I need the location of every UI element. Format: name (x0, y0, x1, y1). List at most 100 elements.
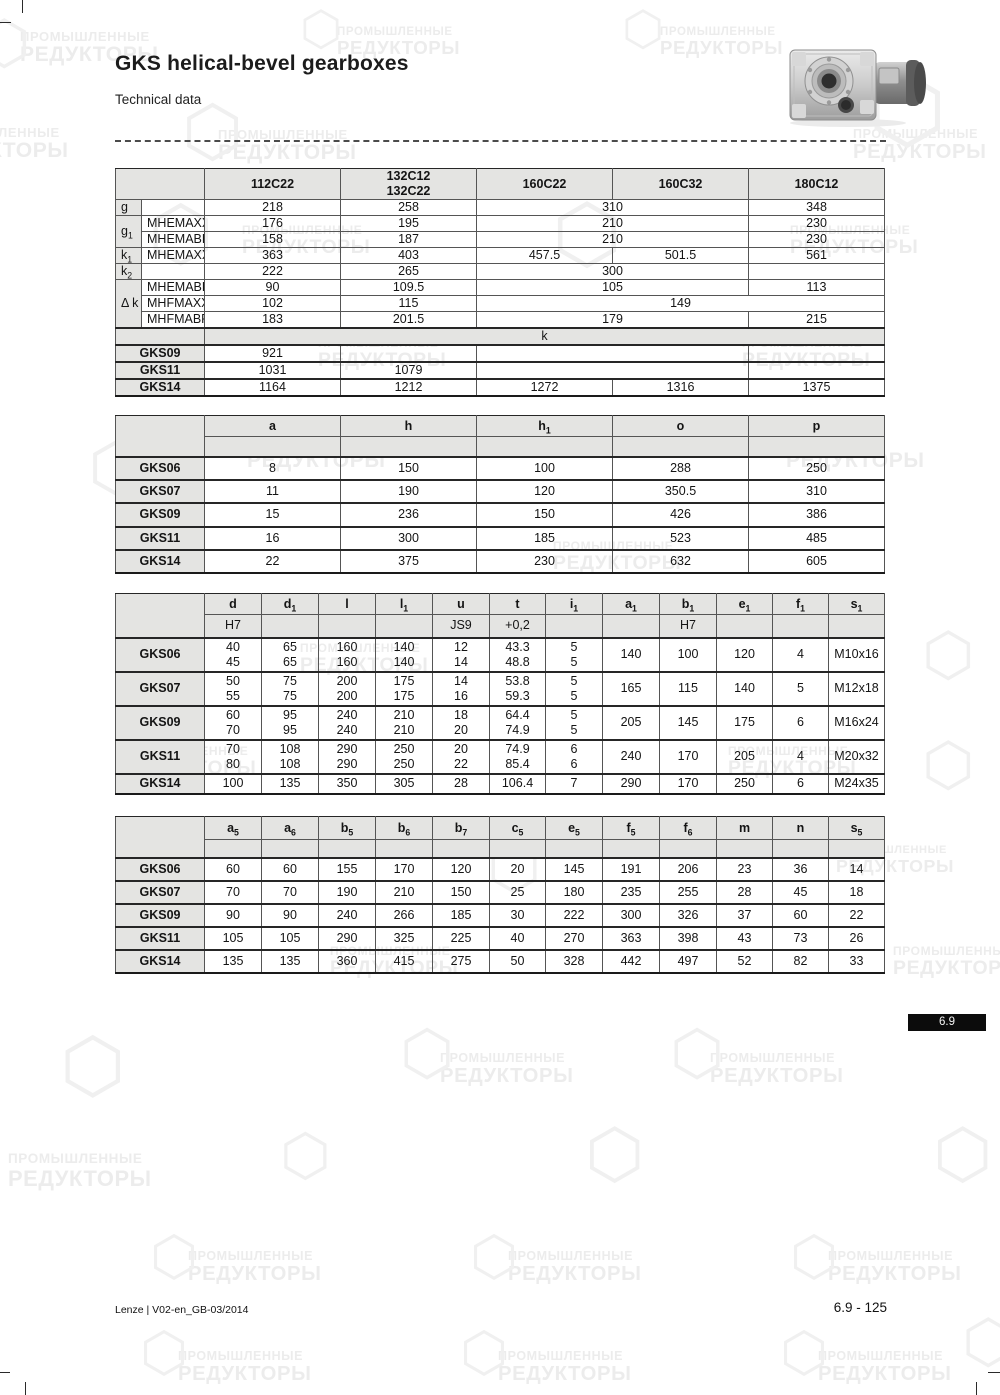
row-sublabel: MHEMABR (141, 231, 205, 248)
data-cell: 115 (340, 295, 477, 312)
section-badge: 6.9 (908, 1014, 986, 1031)
data-cell: 175 (716, 704, 773, 740)
data-cell: 140 (602, 636, 660, 672)
data-cell: 225 (432, 925, 490, 950)
data-cell: 270 (545, 925, 603, 950)
unit-subheader (261, 839, 319, 859)
data-cell: 150 (340, 455, 477, 481)
watermark-logo-icon: ⬡ (140, 1321, 189, 1383)
data-cell: 348 (748, 199, 885, 216)
row-sublabel: MHFMABR (141, 311, 205, 329)
data-cell: 497 (659, 948, 717, 973)
page-subtitle: Technical data (115, 92, 202, 107)
data-cell: 120 (476, 478, 613, 504)
data-cell: 50 (489, 948, 546, 973)
table-gearbox-motor-dimensions: 112C22 132C12 132C22 160C22 160C32 180C12 g 218… (115, 168, 885, 397)
column-header: l (318, 593, 376, 615)
data-cell: 175 175 (375, 670, 433, 706)
data-cell: 90 (261, 902, 319, 927)
data-cell: 145 (659, 704, 717, 740)
column-header: c5 (489, 816, 546, 840)
data-cell: 218 (204, 199, 341, 216)
data-cell: 325 (375, 925, 433, 950)
row-label: GKS07 (115, 670, 205, 706)
unit-subheader (489, 839, 546, 859)
unit-subheader (828, 839, 885, 859)
watermark-logo-icon: ⬡ (400, 1019, 455, 1088)
data-cell: 155 (318, 856, 376, 881)
row-sublabel: MHFMAXX (141, 295, 205, 312)
data-cell: 632 (612, 549, 749, 574)
data-cell: 12 14 (432, 636, 490, 672)
column-header: u (432, 593, 490, 615)
data-cell: 70 (261, 879, 319, 904)
data-cell: 45 (772, 879, 829, 904)
column-header (115, 168, 205, 200)
watermark-logo-icon: ⬡ (470, 1225, 519, 1287)
unit-subheader (602, 839, 660, 859)
data-cell: 363 (204, 247, 341, 264)
data-cell: 442 (602, 948, 660, 973)
data-cell: 1212 (340, 378, 477, 397)
data-cell: 23 (716, 856, 773, 881)
data-cell: 215 (748, 311, 885, 329)
data-cell: M10x16 (828, 636, 885, 672)
row-label: Δ k (115, 279, 142, 329)
column-header: s5 (828, 816, 885, 840)
data-cell: 90 (204, 279, 341, 296)
data-cell: 255 (659, 879, 717, 904)
data-cell: 70 (204, 879, 262, 904)
row-label: k2 (115, 263, 142, 280)
data-cell: 100 (204, 772, 262, 794)
column-header (115, 816, 205, 858)
data-cell (115, 327, 205, 346)
data-cell: 20 (489, 856, 546, 881)
data-cell: 106.4 (489, 772, 546, 794)
data-cell: 290 290 (318, 738, 376, 774)
row-label: GKS06 (115, 636, 205, 672)
data-cell: 14 16 (432, 670, 490, 706)
data-cell: 115 (659, 670, 717, 706)
data-cell: 26 (828, 925, 885, 950)
row-label: GKS06 (115, 856, 205, 881)
unit-subheader (716, 614, 773, 639)
row-label: GKS14 (115, 549, 205, 574)
data-cell: 100 (659, 636, 717, 672)
data-cell: 52 (716, 948, 773, 973)
unit-subheader (612, 436, 749, 458)
row-label: g (115, 199, 142, 216)
watermark-logo-icon: ⬡ (300, 3, 342, 56)
unit-subheader: H7 (204, 614, 262, 639)
watermark-logo-icon: ⬡ (182, 92, 244, 170)
column-header: 160C22 (476, 168, 613, 200)
column-header: h (340, 415, 477, 437)
data-cell: 250 (716, 772, 773, 794)
data-cell: 50 55 (204, 670, 262, 706)
table-flange-dimensions: a5 a6 b5 b6 b7 c5 e5 f5 f6 m n s5 GKS06 60 60 155 170 12… (115, 816, 885, 974)
footer-document-id: Lenze | V02-en_GB-03/2014 (115, 1304, 249, 1316)
data-cell: 74.9 85.4 (489, 738, 546, 774)
data-cell: 485 (748, 525, 885, 551)
data-cell: 310 (476, 199, 749, 216)
data-cell: 90 (204, 902, 262, 927)
data-cell: M16x24 (828, 704, 885, 740)
row-label: GKS11 (115, 925, 205, 950)
data-cell: 37 (716, 902, 773, 927)
unit-subheader (659, 839, 717, 859)
data-cell: 149 (476, 295, 885, 312)
unit-subheader (545, 839, 603, 859)
data-cell: 60 70 (204, 704, 262, 740)
data-cell: 195 (340, 215, 477, 232)
unit-subheader (375, 839, 433, 859)
data-cell: 375 (340, 549, 477, 574)
data-cell: 16 (204, 525, 341, 551)
crop-mark (988, 1372, 1000, 1373)
